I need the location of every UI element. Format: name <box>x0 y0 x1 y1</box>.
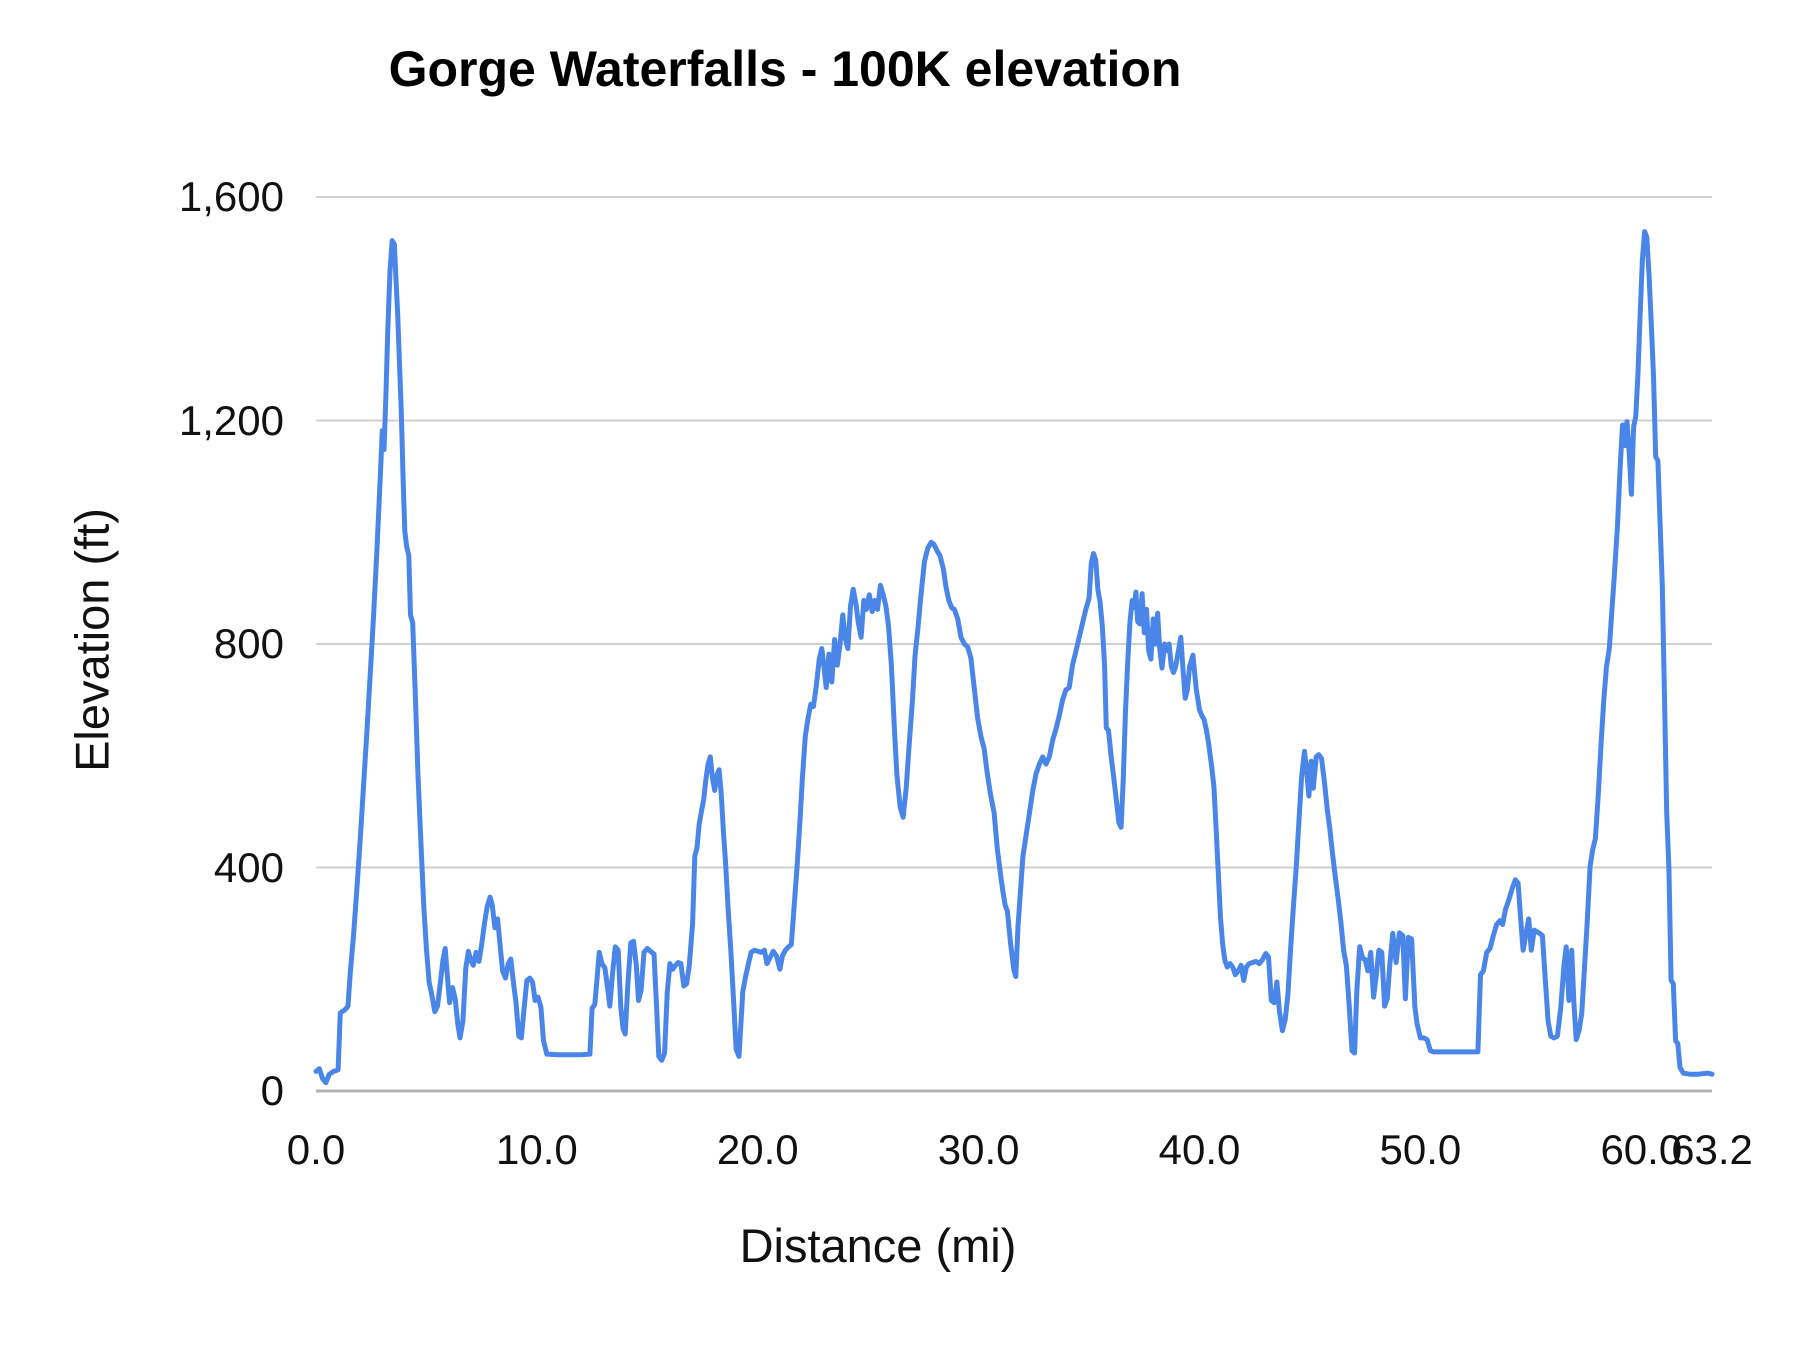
x-tick-label: 30.0 <box>937 1126 1020 1173</box>
x-tick-label: 60.0 <box>1600 1126 1683 1173</box>
x-tick-label: 20.0 <box>716 1126 799 1173</box>
chart-title: Gorge Waterfalls - 100K elevation <box>388 41 1182 97</box>
y-tick-label: 400 <box>213 843 284 891</box>
elevation-line <box>313 229 1715 1086</box>
x-tick-label: 63.2 <box>1671 1126 1753 1173</box>
x-tick-label: 40.0 <box>1158 1126 1241 1173</box>
y-tick-label: 1,600 <box>178 173 284 220</box>
x-tick-label: 0.0 <box>286 1126 346 1173</box>
y-tick-label: 0 <box>260 1067 284 1114</box>
gridlines <box>316 196 1712 1093</box>
x-axis-title: Distance (mi) <box>739 1219 1017 1272</box>
y-tick-label: 800 <box>213 620 284 667</box>
y-tick-label: 1,200 <box>178 396 284 444</box>
x-tick-label: 50.0 <box>1379 1126 1462 1173</box>
x-tick-label: 10.0 <box>496 1126 578 1173</box>
